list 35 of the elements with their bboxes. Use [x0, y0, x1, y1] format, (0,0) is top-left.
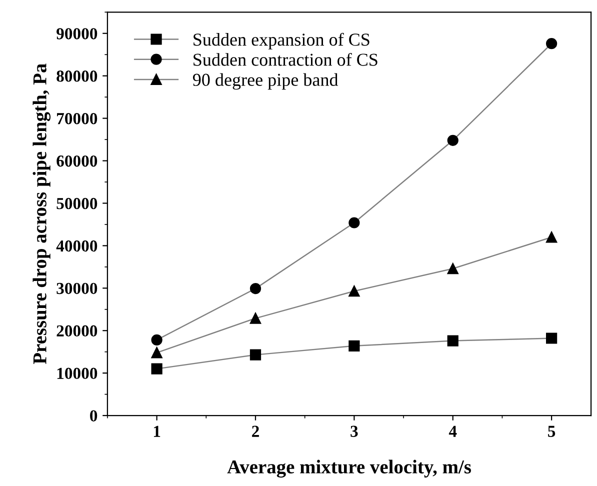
y-tick-label: 40000 [56, 240, 98, 252]
y-tick-label: 50000 [56, 198, 98, 210]
x-tick-label: 3 [350, 426, 358, 437]
point [250, 283, 262, 294]
point [447, 134, 458, 146]
y-tick-label: 60000 [56, 155, 98, 167]
legend-label: 90 degree pipe band [192, 73, 338, 90]
y-tick-label: 80000 [56, 70, 98, 82]
legend-label: Sudden contraction of CS [194, 52, 378, 66]
point [348, 286, 360, 297]
x-tick-label: 4 [448, 426, 457, 437]
point [348, 340, 360, 352]
point [151, 363, 162, 374]
x-tick-label: 1 [154, 426, 160, 437]
y-tick-label: 30000 [56, 282, 98, 294]
y-tick-label: 0 [90, 410, 98, 422]
y-axis-title: Pressure drop across pipe length, Pa [32, 64, 51, 364]
y-tick-label: 20000 [56, 325, 98, 337]
point [250, 312, 262, 324]
point [447, 263, 458, 274]
point [546, 38, 558, 50]
x-tick-label: 2 [252, 426, 259, 437]
point [546, 232, 558, 243]
point [348, 217, 360, 228]
y-tick-label: 10000 [57, 368, 98, 380]
x-axis-title: Average mixture velocity, m/s [227, 460, 471, 478]
point [151, 347, 162, 358]
point [151, 334, 162, 346]
y-tick-label: 90000 [56, 28, 98, 40]
legend-label: Sudden expansion of CS [194, 32, 370, 50]
y-tick-label: 70000 [57, 113, 98, 124]
x-tick-label: 5 [548, 426, 556, 437]
point [447, 335, 458, 346]
point [546, 332, 558, 344]
point [250, 349, 262, 360]
